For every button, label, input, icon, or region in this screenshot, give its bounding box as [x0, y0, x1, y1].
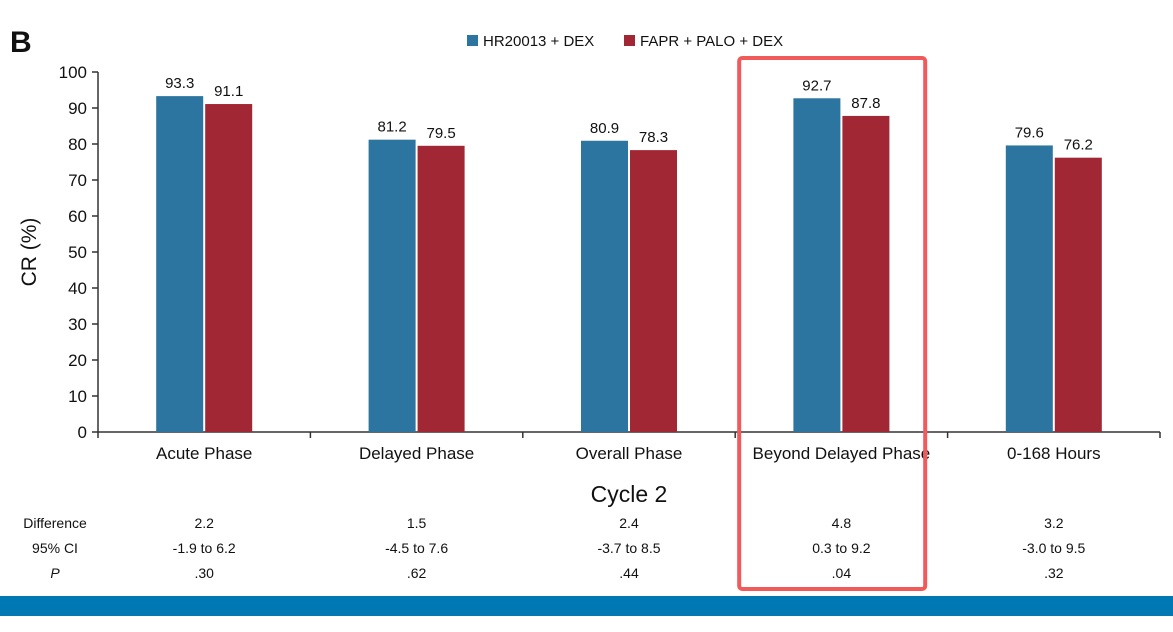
stats-cell: 1.5 — [406, 515, 427, 531]
bar-data-label: 80.9 — [590, 120, 619, 137]
y-tick-label: 40 — [68, 279, 87, 298]
bar-series-b — [630, 150, 677, 432]
legend-swatch — [467, 35, 478, 46]
y-tick-label: 0 — [78, 423, 87, 442]
stats-cell: 0.3 to 9.2 — [812, 540, 871, 556]
legend-label: FAPR + PALO + DEX — [640, 33, 783, 50]
x-tick-label: 0-168 Hours — [1007, 444, 1101, 463]
y-tick-label: 100 — [59, 63, 87, 82]
y-axis: 0 10 20 30 40 50 60 70 80 90 100 CR (%) — [18, 63, 99, 442]
y-axis-label: CR (%) — [18, 218, 41, 287]
highlight-box — [737, 56, 928, 591]
stats-row-label: 95% CI — [32, 540, 78, 556]
stats-cell: 4.8 — [831, 515, 852, 531]
x-tick-label: Acute Phase — [156, 444, 252, 463]
stats-cell: .04 — [831, 565, 852, 581]
stats-cell: .62 — [406, 565, 427, 581]
bar-data-label: 79.5 — [426, 125, 455, 142]
bar-series-a — [156, 96, 204, 433]
bar-series-b — [842, 115, 890, 433]
bars-group: 93.3 81.2 80.9 92.7 79.6 91.1 79.5 78.3 87.8 76.2 — [156, 75, 1102, 433]
bar-series-a — [368, 139, 416, 432]
stats-cell: .30 — [194, 565, 214, 581]
stats-row-difference: Difference 2.2 1.5 2.4 4.8 3.2 — [0, 512, 1173, 534]
stats-cell: -3.0 to 9.5 — [1022, 540, 1086, 556]
stats-cell: 3.2 — [1044, 515, 1064, 531]
x-tick-label: Overall Phase — [576, 444, 683, 463]
y-tick-label: 30 — [68, 315, 87, 334]
bar-series-b — [1054, 157, 1102, 432]
y-tick-label: 90 — [68, 99, 87, 118]
stats-cell: 2.2 — [194, 515, 214, 531]
stats-row-p: P .30 .62 .44 .04 .32 — [0, 562, 1173, 584]
bottom-band — [0, 596, 1173, 616]
stats-row-label: P — [50, 565, 60, 581]
bar-data-label: 87.8 — [851, 95, 880, 112]
legend-swatch — [624, 35, 635, 46]
bar-data-label: 91.1 — [214, 83, 243, 100]
stats-row-label: Difference — [23, 515, 87, 531]
bar-data-label: 81.2 — [377, 119, 406, 136]
bar-data-label: 78.3 — [639, 129, 668, 146]
bar-data-label: 93.3 — [165, 75, 194, 92]
y-tick-label: 80 — [68, 135, 87, 154]
stats-cell: .32 — [1044, 565, 1064, 581]
highlight-box-group — [737, 56, 928, 591]
bar-data-label: 79.6 — [1015, 124, 1044, 141]
stats-row-ci: 95% CI -1.9 to 6.2 -4.5 to 7.6 -3.7 to 8… — [0, 537, 1173, 559]
stats-cell: -3.7 to 8.5 — [597, 540, 661, 556]
chart-legend: HR20013 + DEX FAPR + PALO + DEX — [467, 33, 783, 50]
y-tick-label: 60 — [68, 207, 87, 226]
bar-series-a — [1005, 145, 1053, 432]
bar-data-label: 92.7 — [802, 77, 831, 94]
y-tick-label: 70 — [68, 171, 87, 190]
y-tick-label: 10 — [68, 387, 87, 406]
bar-series-b — [205, 104, 253, 432]
x-tick-label: Beyond Delayed Phase — [753, 444, 931, 463]
stats-cell: -1.9 to 6.2 — [172, 540, 236, 556]
y-tick-label: 50 — [68, 243, 87, 262]
bar-data-label: 76.2 — [1064, 137, 1093, 154]
x-axis-label: Cycle 2 — [591, 481, 668, 507]
stats-cell: .44 — [619, 565, 639, 581]
bar-series-b — [417, 145, 465, 433]
panel-label: B — [10, 26, 32, 59]
legend-label: HR20013 + DEX — [483, 33, 594, 50]
y-tick-label: 20 — [68, 351, 87, 370]
x-axis: Acute Phase Delayed Phase Overall Phase Bey… — [97, 431, 1161, 507]
stats-cell: -4.5 to 7.6 — [385, 540, 449, 556]
bar-series-a — [581, 140, 628, 432]
x-tick-label: Delayed Phase — [359, 444, 474, 463]
stats-cell: 2.4 — [619, 515, 639, 531]
bar-series-a — [793, 98, 841, 432]
